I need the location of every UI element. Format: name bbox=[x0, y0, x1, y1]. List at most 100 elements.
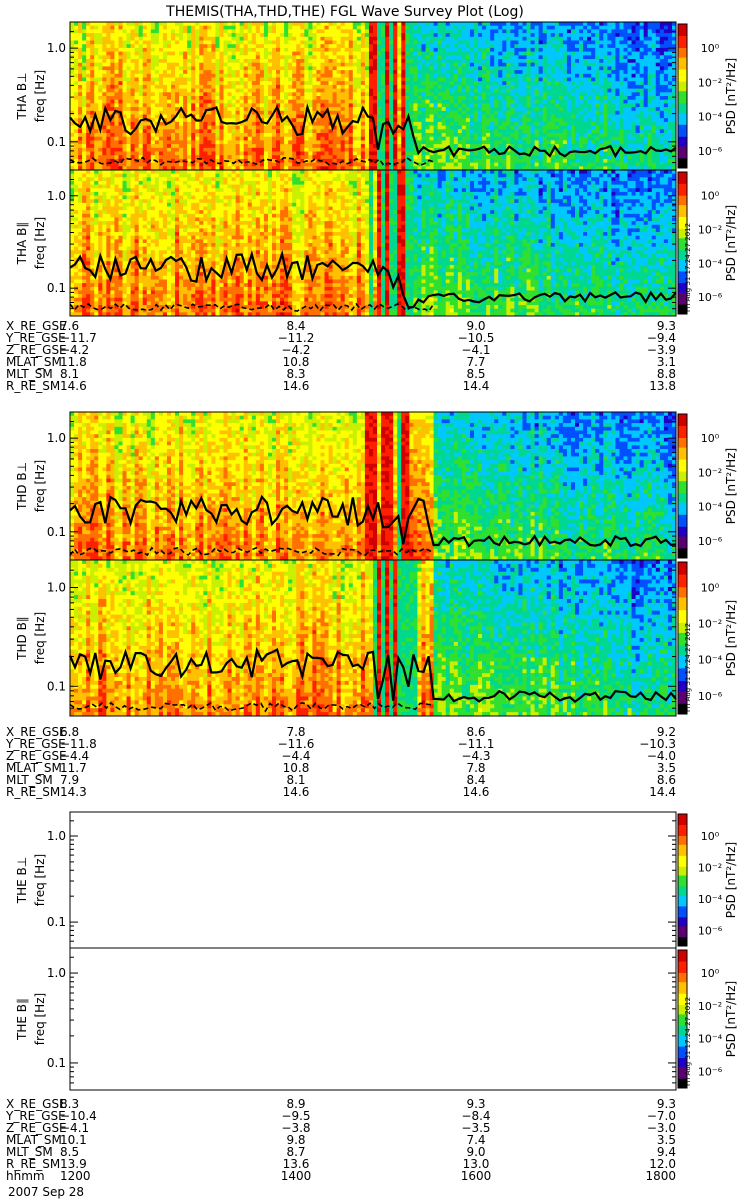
spectrogram-cell bbox=[155, 163, 159, 167]
spectrogram-cell bbox=[110, 137, 114, 141]
spectrogram-cell bbox=[163, 22, 167, 26]
spectrogram-cell bbox=[224, 26, 228, 30]
spectrogram-cell bbox=[171, 148, 175, 152]
spectrogram-cell bbox=[191, 55, 195, 59]
spectrogram-cell bbox=[135, 26, 139, 30]
spectrogram-cell bbox=[195, 89, 199, 93]
spectrogram-cell bbox=[98, 89, 102, 93]
spectrogram-cell bbox=[143, 52, 147, 56]
spectrogram-cell bbox=[82, 133, 86, 137]
spectrogram-cell bbox=[114, 59, 118, 63]
spectrogram-cell bbox=[207, 78, 211, 82]
spectrogram-cell bbox=[187, 63, 191, 67]
spectrogram-cell bbox=[151, 70, 155, 74]
spectrogram-cell bbox=[70, 37, 74, 41]
spectrogram-cell bbox=[171, 52, 175, 56]
spectrogram-cell bbox=[110, 129, 114, 133]
spectrogram-cell bbox=[78, 33, 82, 37]
spectrogram-cell bbox=[228, 163, 232, 167]
spectrogram-cell bbox=[86, 163, 90, 167]
spectrogram-cell bbox=[159, 140, 163, 144]
spectrogram-cell bbox=[123, 100, 127, 104]
spectrogram-cell bbox=[171, 133, 175, 137]
spectrogram-cell bbox=[183, 48, 187, 52]
spectrogram-cell bbox=[163, 129, 167, 133]
spectrogram-cell bbox=[163, 85, 167, 89]
spectrogram-cell bbox=[147, 148, 151, 152]
spectrogram-cell bbox=[228, 148, 232, 152]
spectrogram-cell bbox=[195, 129, 199, 133]
spectrogram-cell bbox=[102, 74, 106, 78]
spectrogram-cell bbox=[118, 133, 122, 137]
spectrogram-cell bbox=[90, 148, 94, 152]
spectrogram-cell bbox=[215, 137, 219, 141]
spectrogram-cell bbox=[171, 92, 175, 96]
spectrogram-cell bbox=[187, 74, 191, 78]
spectrogram-cell bbox=[219, 41, 223, 45]
spectrogram-cell bbox=[159, 63, 163, 67]
spectrogram-cell bbox=[82, 137, 86, 141]
spectrogram-cell bbox=[114, 48, 118, 52]
spectrogram-cell bbox=[211, 59, 215, 63]
spectrogram-cell bbox=[159, 41, 163, 45]
spectrogram-cell bbox=[183, 152, 187, 156]
spectrogram-cell bbox=[211, 115, 215, 119]
spectrogram-cell bbox=[127, 107, 131, 111]
spectrogram-cell bbox=[215, 37, 219, 41]
spectrogram-cell bbox=[86, 26, 90, 30]
spectrogram-cell bbox=[114, 155, 118, 159]
spectrogram-cell bbox=[123, 81, 127, 85]
spectrogram-cell bbox=[131, 41, 135, 45]
spectrogram-cell bbox=[211, 129, 215, 133]
spectrogram-cell bbox=[106, 22, 110, 26]
spectrogram-cell bbox=[110, 29, 114, 33]
spectrogram-cell bbox=[90, 29, 94, 33]
spectrogram-cell bbox=[171, 155, 175, 159]
spectrogram-cell bbox=[131, 55, 135, 59]
spectrogram-cell bbox=[219, 70, 223, 74]
spectrogram-cell bbox=[236, 85, 240, 89]
spectrogram-cell bbox=[102, 44, 106, 48]
spectrogram-cell bbox=[74, 26, 78, 30]
spectrogram-cell bbox=[155, 41, 159, 45]
spectrogram-cell bbox=[98, 74, 102, 78]
spectrogram-cell bbox=[167, 152, 171, 156]
spectrogram-cell bbox=[106, 55, 110, 59]
spectrogram-cell bbox=[123, 48, 127, 52]
spectrogram-cell bbox=[224, 29, 228, 33]
spectrogram-cell bbox=[123, 74, 127, 78]
spectrogram-cell bbox=[187, 122, 191, 126]
spectrogram-cell bbox=[219, 129, 223, 133]
spectrogram-cell bbox=[135, 115, 139, 119]
spectrogram-cell bbox=[118, 70, 122, 74]
spectrogram-cell bbox=[151, 41, 155, 45]
spectrogram-cell bbox=[219, 81, 223, 85]
spectrogram-cell bbox=[179, 70, 183, 74]
spectrogram-cell bbox=[106, 133, 110, 137]
spectrogram-cell bbox=[110, 66, 114, 70]
spectrogram-cell bbox=[106, 148, 110, 152]
spectrogram-cell bbox=[135, 144, 139, 148]
spectrogram-cell bbox=[199, 81, 203, 85]
spectrogram-cell bbox=[143, 107, 147, 111]
spectrogram-cell bbox=[195, 74, 199, 78]
spectrogram-cell bbox=[110, 107, 114, 111]
spectrogram-cell bbox=[155, 96, 159, 100]
spectrogram-cell bbox=[86, 74, 90, 78]
spectrogram-cell bbox=[155, 29, 159, 33]
spectrogram-cell bbox=[118, 100, 122, 104]
spectrogram-cell bbox=[159, 81, 163, 85]
spectrogram-cell bbox=[102, 140, 106, 144]
spectrogram-cell bbox=[207, 155, 211, 159]
spectrogram-cell bbox=[143, 89, 147, 93]
spectrogram-cell bbox=[215, 74, 219, 78]
spectrogram-cell bbox=[98, 41, 102, 45]
spectrogram-cell bbox=[78, 41, 82, 45]
spectrogram-cell bbox=[215, 78, 219, 82]
spectrogram-cell bbox=[135, 70, 139, 74]
spectrogram-cell bbox=[123, 70, 127, 74]
spectrogram-cell bbox=[114, 103, 118, 107]
spectrogram-cell bbox=[70, 126, 74, 130]
spectrogram-cell bbox=[102, 159, 106, 163]
spectrogram-cell bbox=[102, 41, 106, 45]
